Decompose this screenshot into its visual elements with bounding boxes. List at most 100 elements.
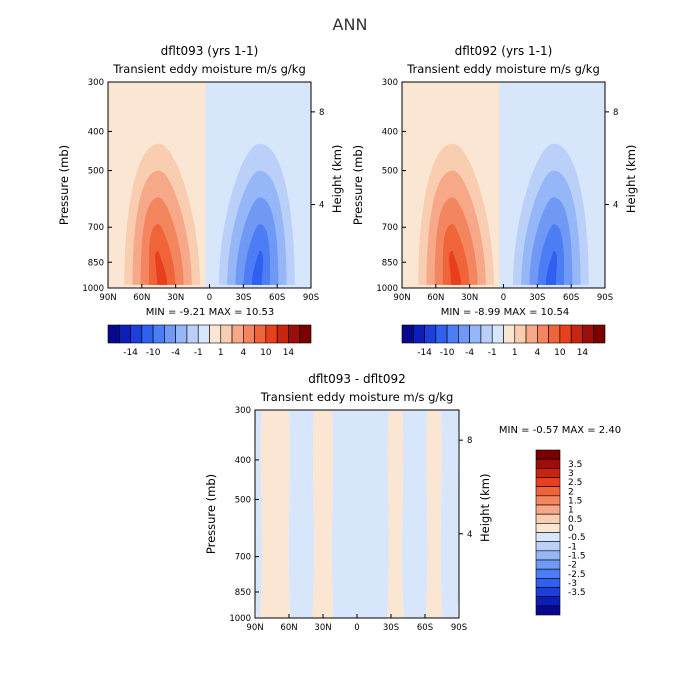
contour-band [251,250,264,285]
colorbar-label: -0.5 [568,533,586,543]
colorbar-swatch [107,324,120,344]
colorbar-swatch [535,513,561,524]
y-tick-label: 700 [88,223,104,233]
x-tick-label: 60N [133,293,150,303]
colorbar: 3.532.521.510.50-0.5-1-1.5-2-2.5-3-3.5 [535,449,586,616]
colorbar-swatch [243,324,255,344]
colorbar-label: 4 [534,348,540,358]
y-tick-label: 300 [382,78,398,88]
contour-band [255,410,263,618]
colorbar-swatch [503,324,516,344]
panel-subtitle: Transient eddy moisture m/s g/kg [406,62,600,76]
contour-band [260,410,291,618]
colorbar-label: 1 [568,506,574,516]
colorbar-swatch [152,324,165,344]
x-tick-label: 90N [99,293,116,303]
x-tick-label: 30S [235,293,251,303]
contour-band [387,410,404,618]
y-tick-label: 500 [88,167,104,177]
x-tick-label: 90N [246,623,263,633]
colorbar-swatch [535,468,561,478]
colorbar-swatch [535,486,561,497]
y-tick-label: 300 [88,78,104,88]
colorbar-swatch [548,324,561,344]
x-tick-label: 0 [207,293,212,303]
panel-title: dflt092 (yrs 1-1) [455,44,553,58]
colorbar-swatch [535,449,561,460]
colorbar-label: 10 [554,348,566,358]
contour-field [108,82,311,288]
contour-band [402,410,428,618]
x-tick-label: 30S [383,623,399,633]
contour-band [312,410,334,618]
colorbar-label: 14 [577,348,589,358]
x-tick-label: 60N [280,623,297,633]
colorbar-label: 2 [568,487,574,497]
colorbar-swatch [141,324,154,344]
colorbar-swatch [130,324,143,344]
y-tick-label: 1000 [82,284,104,294]
colorbar-label: -2.5 [568,570,586,580]
y-right-axis-label: Height (km) [330,145,344,214]
colorbar-swatch [254,324,267,344]
x-tick-label: 30S [529,293,545,303]
x-tick-label: 60N [427,293,444,303]
colorbar: -14 -10 -4 -1 1 4 10 14 [401,324,606,358]
contour-band [243,224,271,285]
figure-title: ANN [333,15,368,34]
colorbar-label: -1 [568,542,577,552]
min-max-stats: MIN = -0.57 MAX = 2.40 [499,425,621,436]
colorbar-swatch [535,532,561,542]
y-tick-label: 1000 [376,284,398,294]
colorbar-label: 3.5 [568,460,582,470]
colorbar-label: -3 [568,579,577,589]
colorbar-swatch [265,324,278,344]
colorbar-swatch [491,324,504,344]
y-tick-label: 850 [382,258,398,268]
colorbar-label: 10 [260,348,272,358]
colorbar-swatch [535,578,561,588]
colorbar-swatch [535,559,561,570]
colorbar-swatch [535,550,561,561]
colorbar-swatch [276,324,289,344]
min-max-stats: MIN = -9.21 MAX = 10.53 [146,307,275,318]
contour-band [331,410,389,618]
colorbar-swatch [186,324,199,344]
colorbar-swatch [559,324,572,344]
y-tick-label: 500 [235,495,251,505]
colorbar-swatch [514,324,527,344]
y-tick-label: 500 [382,167,398,177]
colorbar-swatch [535,477,561,487]
y-right-tick-label: 8 [467,436,472,446]
colorbar-swatch [299,324,312,344]
colorbar-label: -3.5 [568,588,586,598]
colorbar-swatch [220,324,233,344]
x-tick-label: 30N [167,293,184,303]
y-right-tick-label: 8 [613,108,618,118]
panel-subtitle: Transient eddy moisture m/s g/kg [260,390,454,404]
colorbar-swatch [535,458,561,469]
panel-title: dflt093 - dflt092 [308,372,406,386]
colorbar-swatch [231,324,244,344]
contour-band [442,224,470,285]
colorbar-label: -2 [568,561,577,571]
contour-band [155,250,168,285]
contour-band [537,224,565,285]
colorbar-swatch [537,324,549,344]
colorbar-swatch [480,324,493,344]
colorbar: -14 -10 -4 -1 1 4 10 14 [107,324,312,358]
colorbar-swatch [412,324,425,344]
x-tick-label: 60S [269,293,285,303]
y-tick-label: 400 [382,127,398,137]
y-right-tick-label: 4 [319,201,324,211]
x-tick-label: 90S [597,293,613,303]
colorbar-swatch [535,568,561,579]
y-tick-label: 400 [235,456,251,466]
x-tick-label: 0 [501,293,506,303]
colorbar-swatch [175,324,188,344]
colorbar-label: -4 [465,348,474,358]
y-tick-label: 1000 [229,614,251,624]
y-axis-label: Pressure (mb) [57,145,71,225]
colorbar-swatch [446,324,459,344]
colorbar-swatch [118,324,131,344]
